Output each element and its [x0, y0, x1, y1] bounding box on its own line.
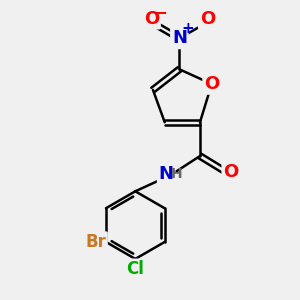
Text: N: N — [159, 165, 174, 183]
Text: +: + — [181, 21, 194, 36]
Text: O: O — [200, 10, 215, 28]
Text: N: N — [172, 29, 187, 47]
Text: H: H — [171, 167, 183, 181]
Text: −: − — [153, 3, 166, 21]
Text: O: O — [223, 163, 238, 181]
Text: Br: Br — [85, 233, 106, 251]
Text: Cl: Cl — [126, 260, 144, 278]
Text: O: O — [144, 10, 159, 28]
Text: O: O — [204, 75, 219, 93]
